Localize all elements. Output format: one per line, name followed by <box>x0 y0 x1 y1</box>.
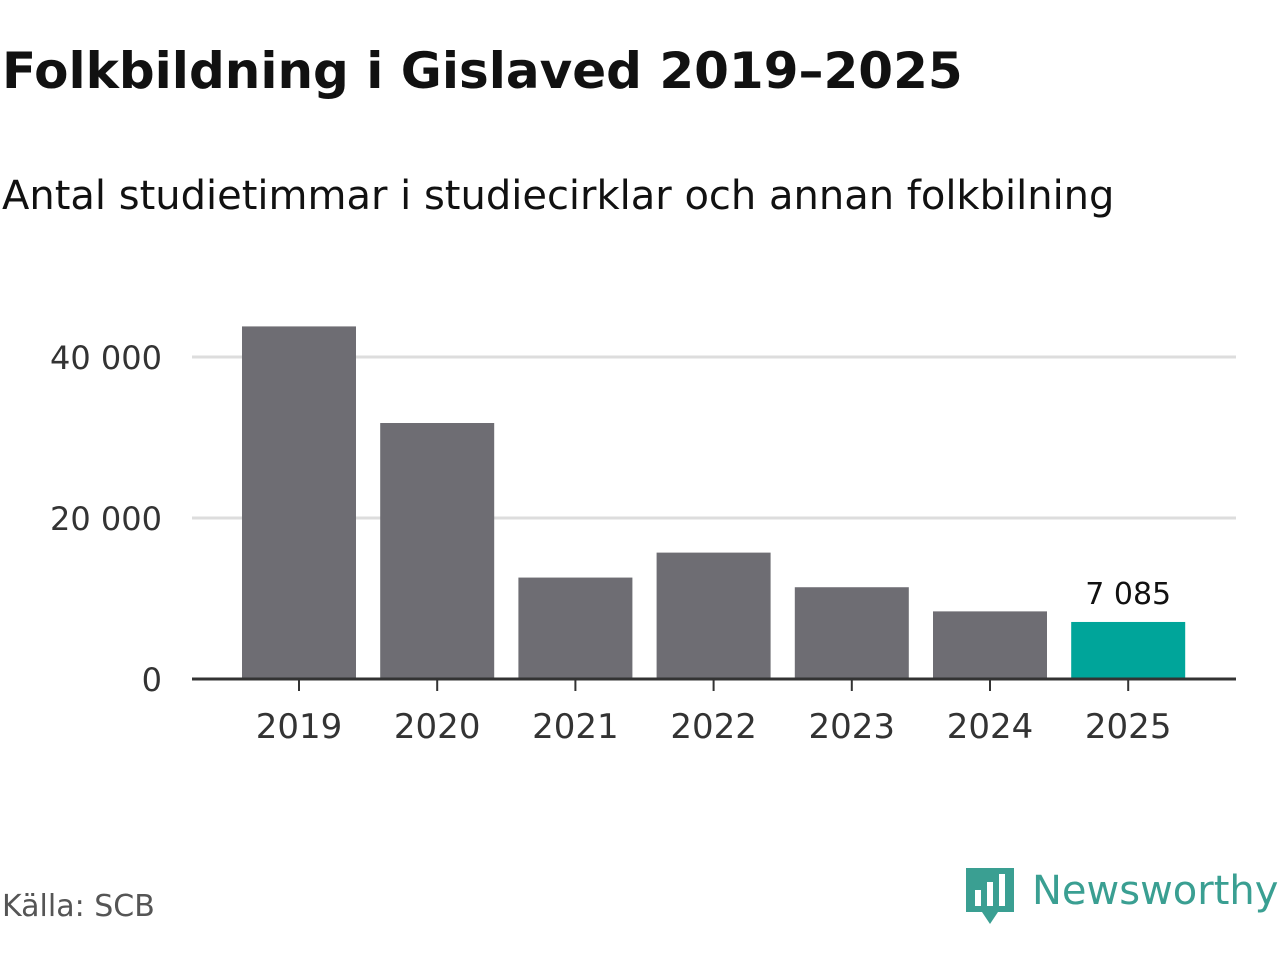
y-axis-ticks: 0 20 000 40 000 <box>50 339 162 699</box>
bar-2020 <box>380 423 495 679</box>
y-tick-label: 40 000 <box>50 339 162 377</box>
bars <box>242 326 1186 679</box>
x-tick-label: 2021 <box>532 707 619 747</box>
bar-2022 <box>656 552 771 679</box>
x-tick-label: 2025 <box>1085 707 1172 747</box>
y-tick-label: 0 <box>142 661 162 699</box>
x-tick-label: 2022 <box>670 707 757 747</box>
value-label: 7 085 <box>1085 577 1171 612</box>
x-tick-label: 2020 <box>394 707 481 747</box>
brand: Newsworthy <box>964 866 1278 926</box>
chart-subtitle: Antal studietimmar i studiecirklar och a… <box>2 173 1115 219</box>
x-axis-ticks: 2019 2020 2021 2022 2023 2024 2025 <box>256 679 1172 747</box>
value-labels: 7 085 <box>1085 577 1171 612</box>
bar-2021 <box>518 577 633 679</box>
brand-name: Newsworthy <box>1032 868 1279 914</box>
bar-2023 <box>794 587 909 679</box>
source-note: Källa: SCB <box>2 889 155 924</box>
y-tick-label: 20 000 <box>50 500 162 538</box>
x-tick-label: 2019 <box>256 707 343 747</box>
bar-2024 <box>933 611 1047 679</box>
bar-2019 <box>242 326 356 679</box>
chart-title: Folkbildning i Gislaved 2019–2025 <box>2 42 963 100</box>
bar-2025 <box>1071 621 1186 679</box>
x-tick-label: 2023 <box>809 707 896 747</box>
newsworthy-logo-icon <box>966 868 1014 924</box>
gridlines <box>192 355 1236 520</box>
x-tick-label: 2024 <box>947 707 1034 747</box>
